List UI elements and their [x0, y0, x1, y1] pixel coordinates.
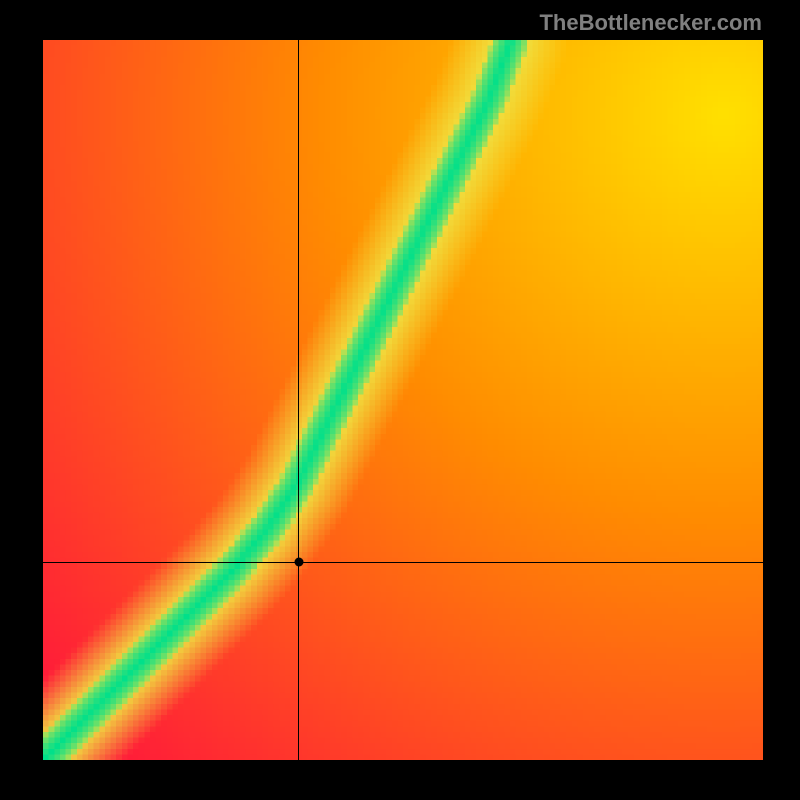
bottleneck-heatmap [43, 40, 763, 760]
chart-container: TheBottlenecker.com [0, 0, 800, 800]
crosshair-horizontal [43, 562, 763, 563]
watermark-text: TheBottlenecker.com [539, 10, 762, 36]
crosshair-marker [294, 558, 303, 567]
crosshair-vertical [298, 40, 299, 760]
